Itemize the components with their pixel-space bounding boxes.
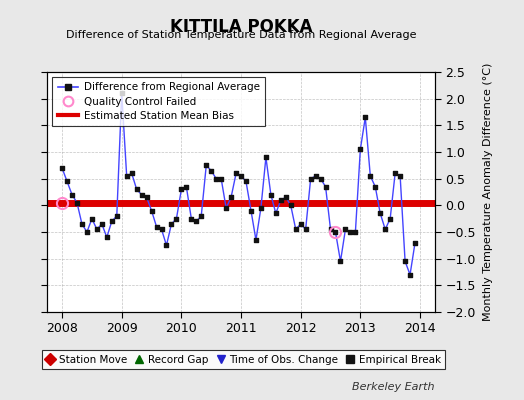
Point [187, 216, 195, 222]
Point [321, 184, 330, 190]
Point [202, 162, 211, 168]
Point [217, 176, 225, 182]
Point [182, 184, 191, 190]
Point [58, 165, 66, 171]
Point [172, 216, 181, 222]
Point [291, 226, 300, 232]
Point [227, 194, 235, 200]
Point [386, 216, 395, 222]
Point [396, 173, 405, 179]
Point [133, 186, 141, 192]
Point [252, 237, 260, 243]
Legend: Difference from Regional Average, Quality Control Failed, Estimated Station Mean: Difference from Regional Average, Qualit… [52, 77, 265, 126]
Point [376, 210, 385, 216]
Point [157, 226, 166, 232]
Point [346, 229, 355, 235]
Point [63, 178, 71, 184]
Point [351, 229, 359, 235]
Point [341, 226, 350, 232]
Y-axis label: Monthly Temperature Anomaly Difference (°C): Monthly Temperature Anomaly Difference (… [483, 63, 493, 321]
Point [97, 221, 106, 227]
Point [281, 194, 290, 200]
Point [361, 114, 369, 120]
Point [232, 170, 241, 176]
Point [247, 208, 255, 214]
Point [113, 213, 121, 219]
Point [287, 202, 295, 208]
Point [336, 258, 345, 264]
Point [147, 208, 156, 214]
Point [93, 226, 101, 232]
Point [143, 194, 151, 200]
Text: KITTILA POKKA: KITTILA POKKA [170, 18, 312, 36]
Point [222, 205, 231, 211]
Point [152, 224, 161, 230]
Point [192, 218, 201, 224]
Point [103, 234, 111, 240]
Point [331, 229, 340, 235]
Point [391, 170, 399, 176]
Point [381, 226, 389, 232]
Point [311, 173, 320, 179]
Point [406, 272, 414, 278]
Point [167, 221, 176, 227]
Point [366, 173, 375, 179]
Point [88, 216, 96, 222]
Point [207, 168, 215, 174]
Point [307, 176, 315, 182]
Point [277, 197, 285, 203]
Point [83, 229, 91, 235]
Point [316, 176, 325, 182]
Point [177, 186, 185, 192]
Point [78, 221, 86, 227]
Point [371, 184, 379, 190]
Point [242, 178, 250, 184]
Point [267, 192, 275, 198]
Point [127, 170, 136, 176]
Point [257, 205, 265, 211]
Text: Berkeley Earth: Berkeley Earth [353, 382, 435, 392]
Point [401, 258, 409, 264]
Point [237, 173, 245, 179]
Point [68, 192, 76, 198]
Point [261, 154, 270, 160]
Point [73, 200, 81, 206]
Point [162, 242, 171, 248]
Legend: Station Move, Record Gap, Time of Obs. Change, Empirical Break: Station Move, Record Gap, Time of Obs. C… [42, 350, 445, 369]
Point [212, 176, 221, 182]
Point [356, 146, 365, 152]
Point [117, 90, 126, 96]
Point [123, 173, 131, 179]
Point [326, 226, 335, 232]
Point [137, 192, 146, 198]
Point [271, 210, 280, 216]
Point [301, 226, 310, 232]
Point [197, 213, 205, 219]
Point [107, 218, 116, 224]
Text: Difference of Station Temperature Data from Regional Average: Difference of Station Temperature Data f… [66, 30, 416, 40]
Point [297, 221, 305, 227]
Point [411, 240, 419, 246]
